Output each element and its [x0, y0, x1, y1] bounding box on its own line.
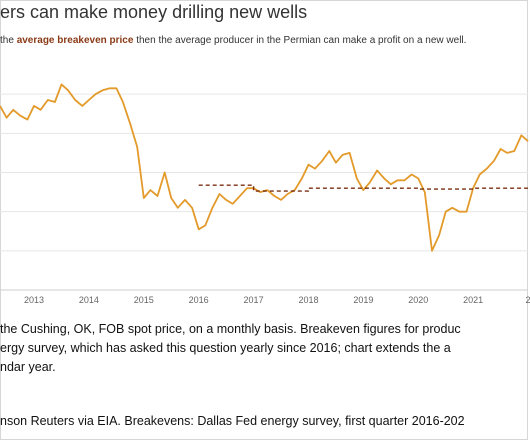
x-tick-label: 2017	[244, 295, 264, 305]
subtitle-post: then the average producer in the Permian…	[136, 35, 467, 46]
x-tick-label: 2016	[189, 295, 209, 305]
chart-title: ers can make money drilling new wells	[0, 2, 308, 22]
x-tick-label: 2015	[134, 295, 154, 305]
caption-line-2: ergy survey, which has asked this questi…	[0, 341, 451, 355]
subtitle-highlight: average breakeven price	[16, 35, 134, 46]
x-tick-label: 2	[525, 295, 530, 305]
x-tick-label: 2020	[408, 295, 428, 305]
x-tick-label: 2013	[24, 295, 44, 305]
series-group	[0, 83, 529, 252]
grid-lines	[0, 93, 528, 291]
x-axis-ticks: 2013 2014 2015 2016 2017 2018 2019 2020 2021 2	[24, 295, 530, 305]
subtitle-pre: the	[0, 35, 14, 46]
caption: the Cushing, OK, FOB spot price, on a mo…	[0, 320, 528, 377]
caption-line-3: ndar year.	[0, 360, 56, 374]
x-tick-label: 2014	[79, 295, 99, 305]
caption-line-1: the Cushing, OK, FOB spot price, on a mo…	[0, 322, 461, 336]
x-tick-label: 2018	[298, 295, 318, 305]
price-series-line	[0, 83, 529, 252]
chart-subtitle: the average breakeven price then the ave…	[0, 35, 466, 46]
x-tick-label: 2019	[353, 295, 373, 305]
oil-price-chart: 2013 2014 2015 2016 2017 2018 2019 2020 2021 2	[0, 83, 530, 305]
x-tick-label: 2021	[463, 295, 483, 305]
breakeven-series-line	[198, 184, 528, 192]
source-note: nson Reuters via EIA. Breakevens: Dallas…	[0, 414, 465, 428]
